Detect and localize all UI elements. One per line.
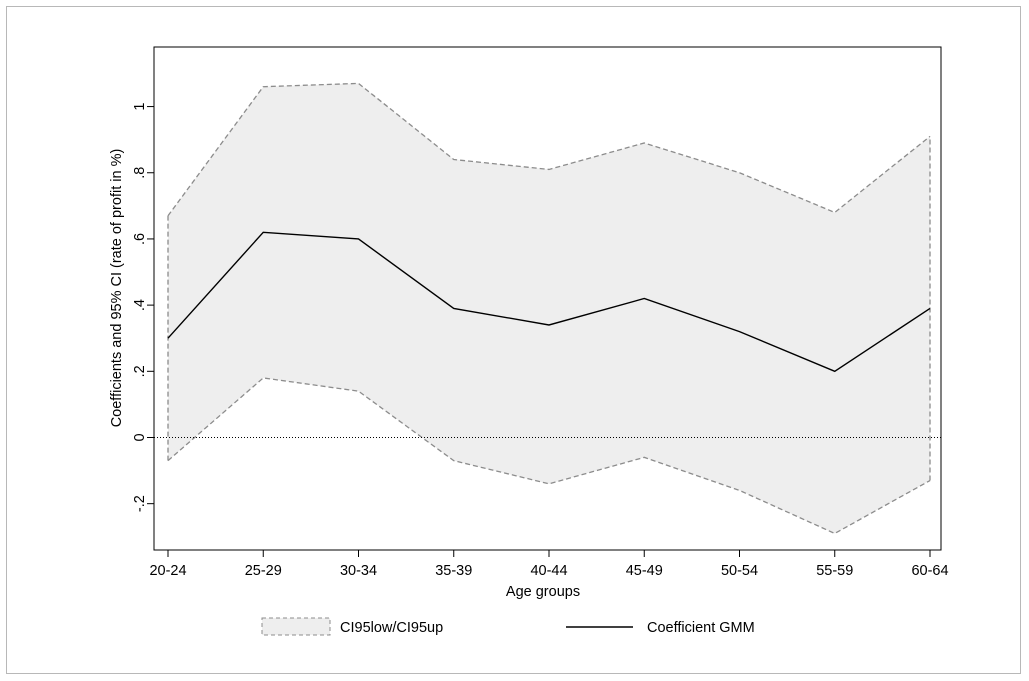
- x-tick-label: 35-39: [435, 563, 472, 579]
- y-axis-label: Coefficients and 95% CI (rate of profit …: [109, 149, 125, 428]
- y-tick-label: .4: [132, 299, 148, 311]
- y-tick-label: 1: [132, 103, 148, 111]
- y-tick-label: .2: [132, 365, 148, 377]
- ci-band-area: [168, 83, 930, 534]
- ci-lower-line: [167, 377, 931, 535]
- x-tick-label: 25-29: [245, 563, 282, 579]
- y-tick-label: .6: [132, 233, 148, 245]
- x-tick-label: 55-59: [816, 563, 853, 579]
- x-tick-label: 30-34: [340, 563, 377, 579]
- legend: CI95low/CI95up Coefficient GMM: [261, 617, 755, 636]
- ci-upper-line: [167, 82, 931, 217]
- x-tick-label: 50-54: [721, 563, 758, 579]
- legend-band-label: CI95low/CI95up: [340, 620, 443, 636]
- plot-area: -.2 0 .2 .4 .6 .8 1 20-24 25-29 30-34 35-39 40-44 45…: [132, 46, 949, 579]
- y-tick-label: .8: [132, 167, 148, 179]
- x-tick-label: 40-44: [530, 563, 567, 579]
- x-tick-label: 45-49: [626, 563, 663, 579]
- y-tick-label: -.2: [132, 495, 148, 512]
- x-axis-label: Age groups: [506, 584, 580, 600]
- legend-band-swatch: [261, 617, 331, 636]
- x-tick-label: 20-24: [149, 563, 186, 579]
- legend-line-label: Coefficient GMM: [647, 620, 755, 636]
- x-tick-label: 60-64: [911, 563, 948, 579]
- y-tick-label: 0: [132, 433, 148, 441]
- coefficient-line: [167, 231, 931, 373]
